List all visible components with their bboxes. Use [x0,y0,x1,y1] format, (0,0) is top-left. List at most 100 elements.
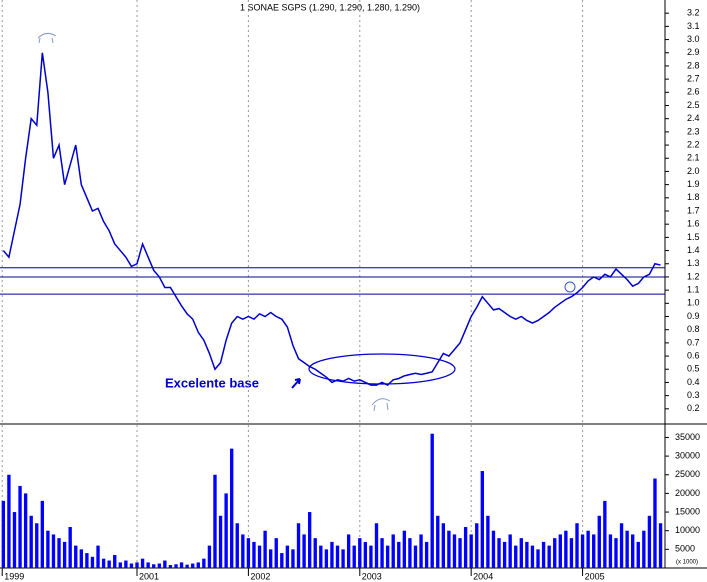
volume-bar [163,560,167,568]
y2-tick-label: 30000 [675,450,700,460]
volume-bar [341,549,345,568]
volume-bar [463,526,468,568]
volume-bar [625,530,629,568]
volume-bar [553,538,557,568]
volume-bar [146,562,150,568]
volume-bar [135,562,139,568]
volume-bar [631,534,635,568]
volume-bar [586,530,590,568]
volume-bar [597,515,601,568]
volume-bar [280,553,284,568]
volume-bar [18,485,22,568]
x-tick-label: 2001 [139,571,159,581]
volume-bar [40,500,45,568]
volume-bar [575,523,579,568]
volume-bar [12,512,17,568]
y-tick-label: 1.3 [687,258,700,268]
volume-bar [79,549,83,568]
volume-bar [480,471,484,568]
y-tick-label: 2.1 [687,153,700,163]
x-tick-label: 2002 [250,571,270,581]
volume-bar [447,530,451,568]
volume-bar [101,558,106,568]
volume-bar [207,545,212,568]
volume-bar [619,523,624,568]
x-tick-label: 2003 [362,571,382,581]
y-tick-label: 1.8 [687,192,700,202]
volume-bar [62,541,67,568]
volume-bar [402,530,407,568]
volume-bar [335,545,340,568]
y-tick-label: 0.7 [687,337,700,347]
volume-bar [424,541,429,568]
volume-bar [536,549,540,568]
y-tick-label: 2.0 [687,166,700,176]
volume-bar [469,534,473,568]
volume-bar [7,474,11,568]
volume-bar [23,493,28,568]
volume-bar [330,541,334,568]
y2-tick-label: 5000 [675,544,695,554]
volume-bar [202,558,206,568]
volume-bar [436,515,440,568]
volume-bar [29,515,33,568]
y-tick-label: 2.5 [687,100,700,110]
volume-bar [525,541,529,568]
volume-bar [157,563,161,568]
volume-bar [129,563,134,568]
volume-bar [291,549,295,568]
volume-bar [458,538,462,568]
volume-bar [246,538,251,568]
smiley [564,281,576,293]
y-tick-label: 2.4 [687,113,700,123]
volume-bar [475,523,479,568]
volume-bar [346,534,351,568]
base-ellipse [308,353,456,385]
dog-icon [37,32,57,44]
y-tick-label: 2.9 [687,47,700,57]
arrow [291,378,301,389]
y-tick-label: 0.3 [687,390,700,400]
y-tick-label: 0.6 [687,350,700,360]
y-tick-label: 1.5 [687,232,700,242]
y-tick-label: 0.4 [687,377,700,387]
volume-bar [168,565,173,568]
volume-bar [647,515,652,568]
y-tick-label: 1.9 [687,179,700,189]
volume-bar [191,563,195,568]
y-tick-label: 0.9 [687,311,700,321]
volume-bar [230,448,234,568]
volume-bar [46,530,50,568]
volume-bar [124,560,128,568]
volume-bar [196,562,200,568]
volume-bar [68,526,72,568]
volume-bar [486,515,490,568]
volume-bar [397,541,401,568]
volume-bar [235,523,239,568]
volume-bar [508,534,512,568]
volume-bar [558,534,562,568]
y-tick-label: 3.1 [687,21,700,31]
volume-bar [302,534,306,568]
volume-bar [307,512,312,568]
volume-bar [374,523,379,568]
y-tick-label: 1.4 [687,245,700,255]
volume-bar [35,523,39,568]
volume-bar [592,534,596,568]
y-tick-label: 0.2 [687,403,700,413]
volume-bar [96,545,100,568]
volume-bar [541,541,546,568]
volume-bar [313,538,317,568]
volume-bar [614,538,618,568]
y-tick-label: 2.2 [687,139,700,149]
y-tick-label: 2.7 [687,74,700,84]
volume-bar [530,545,535,568]
volume-bar [57,538,61,568]
volume-bar [391,534,395,568]
volume-bar [363,541,368,568]
y2-tick-label: 35000 [675,432,700,442]
volume-bar [285,545,290,568]
volume-bar [408,538,412,568]
volume-bar [296,523,301,568]
volume-bar [636,541,640,568]
